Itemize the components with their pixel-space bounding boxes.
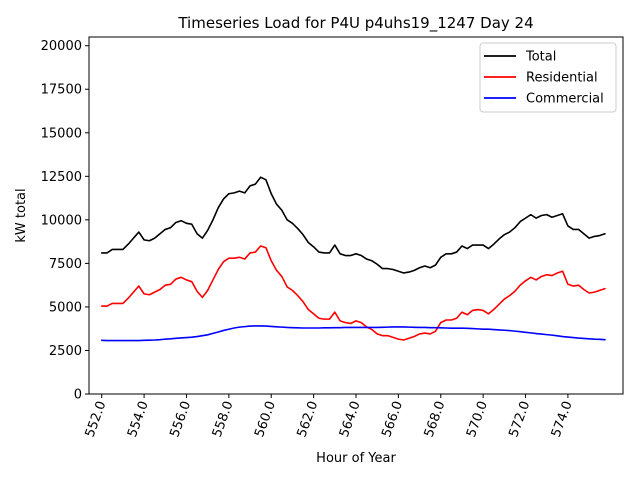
- y-tick-label: 12500: [41, 170, 82, 185]
- y-tick-label: 15000: [41, 126, 82, 141]
- legend-label-commercial: Commercial: [526, 92, 604, 107]
- y-tick-label: 0: [74, 388, 82, 403]
- legend: Total Residential Commercial: [479, 42, 617, 113]
- series-line-residential: [100, 245, 606, 341]
- series-line-commercial: [100, 325, 606, 342]
- y-axis-label: kW total: [14, 188, 29, 242]
- legend-items: Total Residential Commercial: [484, 50, 604, 107]
- y-tick-label: 5000: [49, 300, 82, 315]
- legend-label-residential: Residential: [526, 71, 598, 86]
- y-axis: 0 2500 5000 7500 10000 12500 15000 17500 20000: [41, 39, 89, 403]
- series-line-total: [100, 176, 606, 274]
- y-tick-label: 10000: [41, 213, 82, 228]
- y-tick-label: 17500: [41, 83, 82, 98]
- y-tick-label: 7500: [49, 257, 82, 272]
- series-layer: [100, 176, 606, 342]
- y-tick-label: 2500: [49, 344, 82, 359]
- legend-label-total: Total: [525, 50, 556, 65]
- legend-box: [479, 42, 617, 113]
- x-axis-label: Hour of Year: [316, 451, 396, 466]
- y-tick-label: 20000: [41, 39, 82, 54]
- chart-title: Timeseries Load for P4U p4uhs19_1247 Day…: [177, 14, 533, 33]
